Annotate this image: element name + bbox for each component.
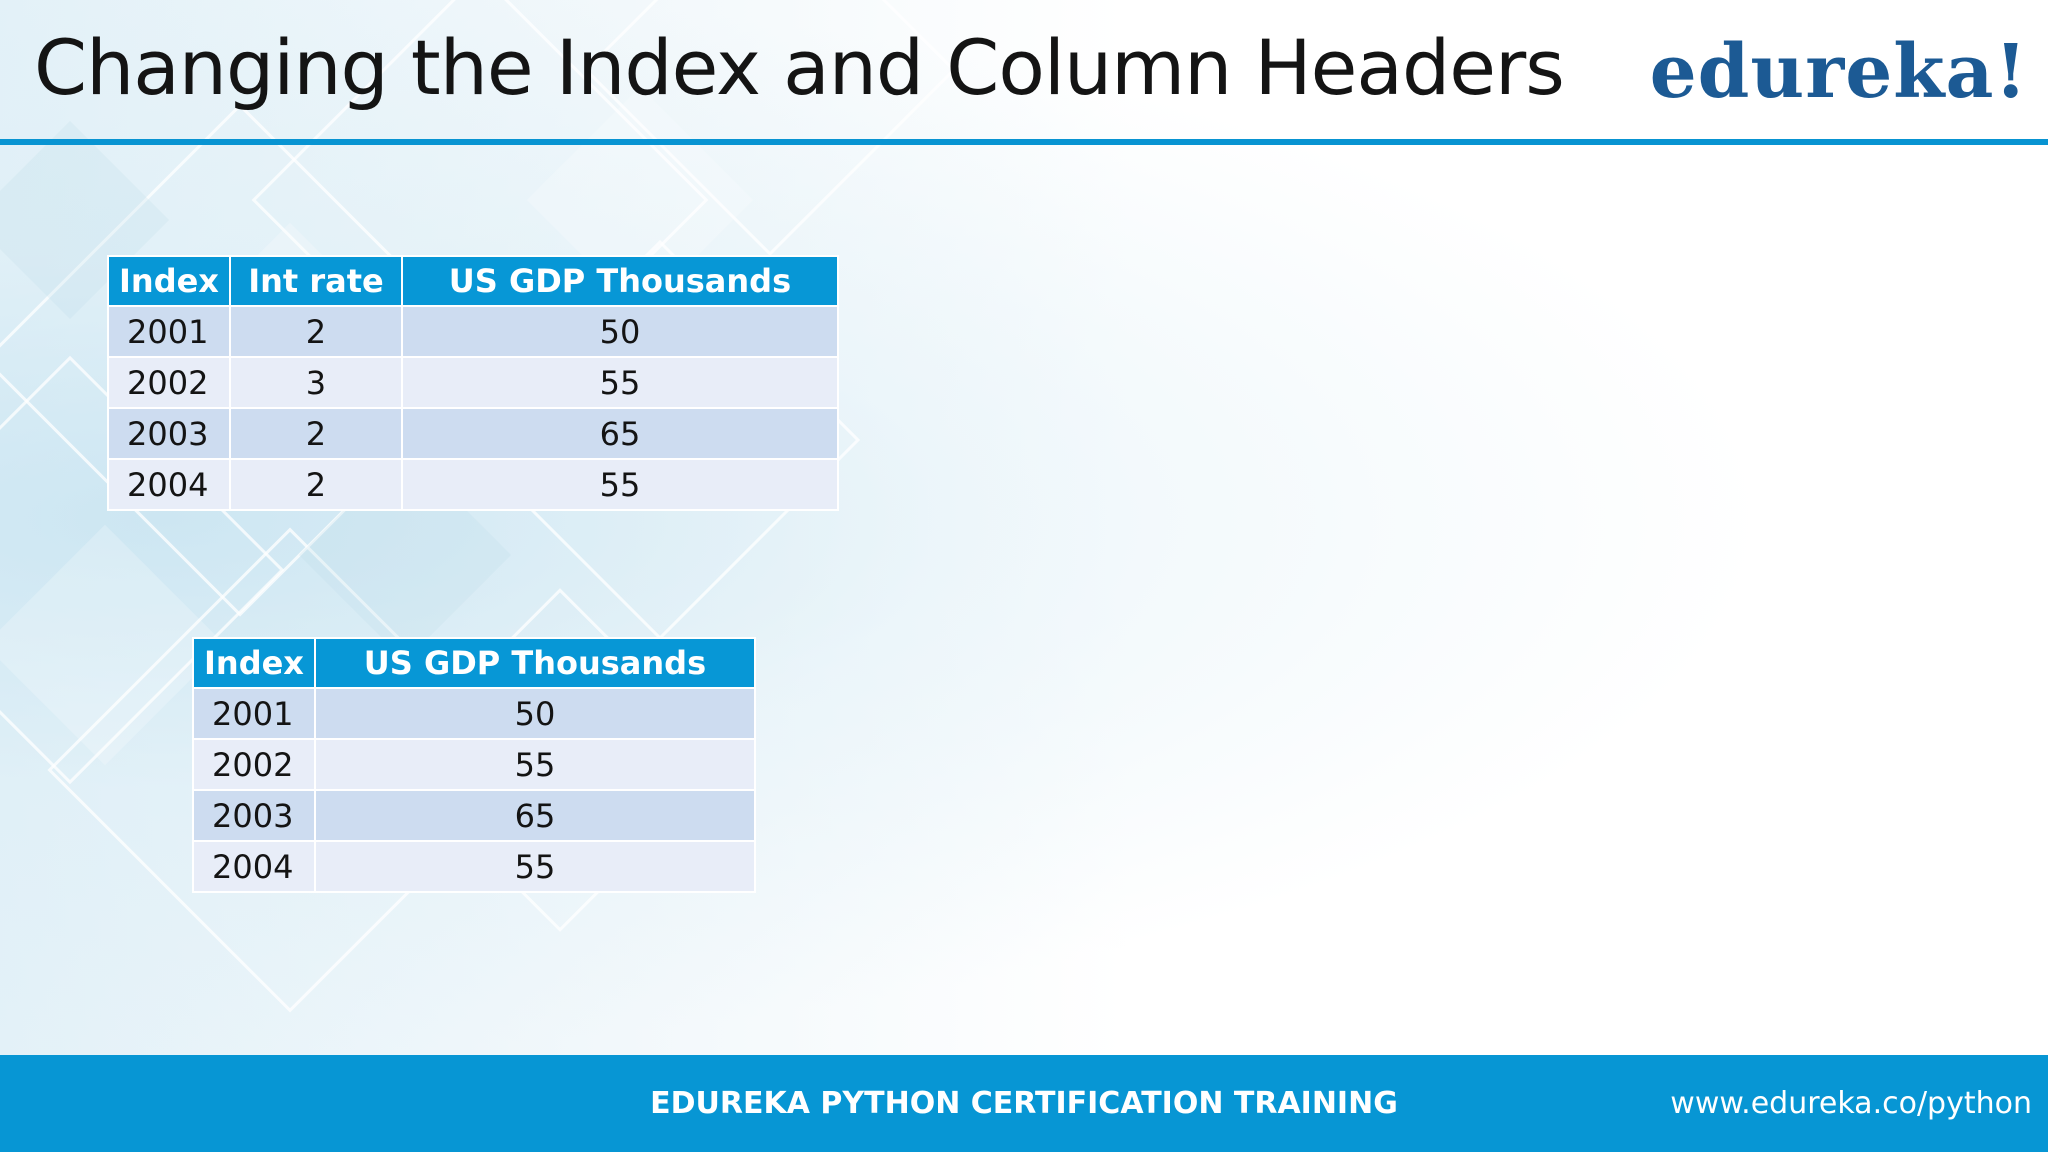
index-cell: 2002 — [107, 356, 231, 409]
int-rate-cell: 2 — [228, 407, 403, 460]
us-gdp-cell: 65 — [400, 407, 839, 460]
index-cell: 2002 — [192, 738, 316, 791]
column-header-us-gdp: US GDP Thousands — [313, 637, 756, 689]
int-rate-cell: 2 — [228, 305, 403, 358]
us-gdp-cell: 55 — [313, 840, 756, 893]
table-header-row: Index Int rate US GDP Thousands — [107, 255, 839, 307]
table-row: 2001 2 50 — [107, 305, 839, 358]
footer-title: EDUREKA PYTHON CERTIFICATION TRAINING — [650, 1086, 1398, 1121]
table-row: 2004 2 55 — [107, 458, 839, 511]
column-header-us-gdp: US GDP Thousands — [400, 255, 839, 307]
us-gdp-cell: 65 — [313, 789, 756, 842]
table-row: 2002 3 55 — [107, 356, 839, 409]
index-cell: 2003 — [192, 789, 316, 842]
background-pattern — [0, 0, 956, 1013]
us-gdp-cell: 55 — [400, 458, 839, 511]
us-gdp-cell: 55 — [400, 356, 839, 409]
title-divider — [0, 139, 2048, 145]
dataframe-table-reduced: Index US GDP Thousands 2001 50 2002 55 2… — [192, 637, 756, 893]
us-gdp-cell: 50 — [313, 687, 756, 740]
us-gdp-cell: 55 — [313, 738, 756, 791]
table-header-row: Index US GDP Thousands — [192, 637, 756, 689]
index-cell: 2003 — [107, 407, 231, 460]
table-row: 2004 55 — [192, 840, 756, 893]
index-cell: 2004 — [192, 840, 316, 893]
edureka-logo: edureka! — [1649, 29, 2028, 115]
dataframe-table-original: Index Int rate US GDP Thousands 2001 2 5… — [107, 255, 839, 511]
slide-title: Changing the Index and Column Headers — [34, 23, 1565, 112]
us-gdp-cell: 50 — [400, 305, 839, 358]
column-header-index: Index — [107, 255, 231, 307]
footer-bar: EDUREKA PYTHON CERTIFICATION TRAINING ww… — [0, 1055, 2048, 1152]
index-cell: 2001 — [192, 687, 316, 740]
footer-url: www.edureka.co/python — [1670, 1086, 2032, 1121]
index-cell: 2004 — [107, 458, 231, 511]
index-cell: 2001 — [107, 305, 231, 358]
table-row: 2003 2 65 — [107, 407, 839, 460]
column-header-int-rate: Int rate — [228, 255, 403, 307]
table-row: 2002 55 — [192, 738, 756, 791]
column-header-index: Index — [192, 637, 316, 689]
table-row: 2001 50 — [192, 687, 756, 740]
table-row: 2003 65 — [192, 789, 756, 842]
int-rate-cell: 2 — [228, 458, 403, 511]
int-rate-cell: 3 — [228, 356, 403, 409]
